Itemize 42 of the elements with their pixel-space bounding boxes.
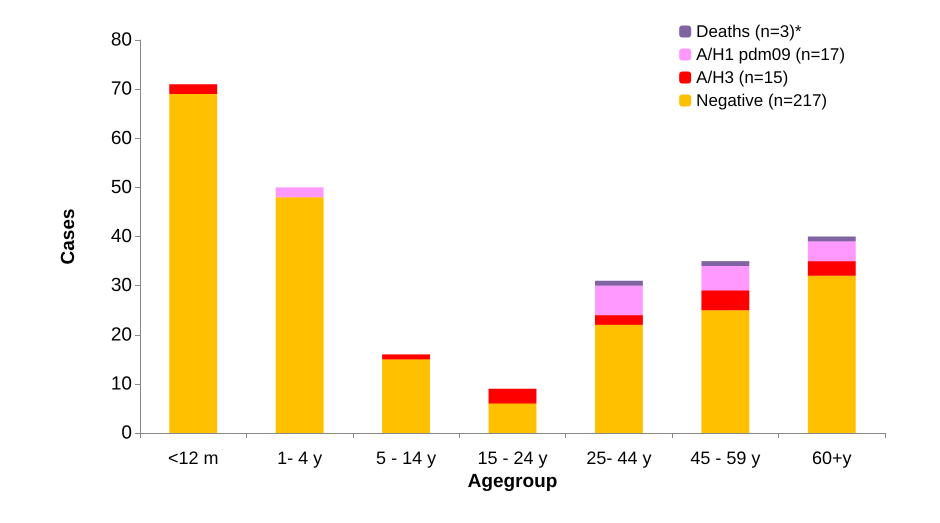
bar (701, 290, 750, 310)
bar (701, 266, 750, 291)
x-tick-label: 45 - 59 y (690, 448, 760, 468)
y-tick-label: 30 (110, 275, 132, 296)
y-tick-label: 0 (121, 422, 132, 444)
bar (169, 84, 218, 94)
bar (808, 261, 856, 276)
legend-label: Deaths (n=3)* (696, 22, 802, 41)
bar (701, 261, 750, 266)
y-tick-label: 20 (110, 324, 132, 346)
y-tick-label: 60 (110, 128, 132, 149)
bar (594, 280, 643, 286)
y-axis-title: Cases (58, 208, 79, 264)
bar (808, 241, 856, 262)
y-tick-label: 80 (110, 30, 132, 50)
bar (808, 236, 856, 242)
bar (276, 197, 324, 433)
bar (276, 187, 324, 198)
bar (488, 404, 536, 433)
bar (594, 286, 643, 316)
x-tick-label: 5 - 14 y (376, 448, 436, 468)
bar (808, 276, 856, 433)
y-tick-label: 40 (110, 226, 132, 247)
legend-label: A/H1 pdm09 (n=17) (696, 45, 846, 64)
bar (594, 324, 643, 433)
y-tick-label: 10 (110, 373, 132, 394)
bar (382, 354, 430, 360)
y-tick-label: 70 (110, 78, 132, 100)
x-tick-label: 25- 44 y (586, 448, 652, 468)
bar (169, 94, 218, 433)
bar (594, 315, 643, 325)
legend-label: Negative (n=217) (696, 91, 828, 110)
x-axis-title: Agegroup (468, 470, 558, 492)
x-tick-label: <12 m (168, 448, 218, 468)
y-tick-label: 50 (110, 176, 132, 198)
bar (488, 388, 536, 404)
x-tick-label: 60+y (812, 448, 852, 468)
bar (701, 310, 750, 433)
bar (382, 359, 430, 433)
legend-label: A/H3 (n=15) (696, 68, 788, 87)
x-tick-label: 1- 4 y (277, 448, 322, 468)
x-tick-label: 15 - 24 y (477, 448, 548, 468)
